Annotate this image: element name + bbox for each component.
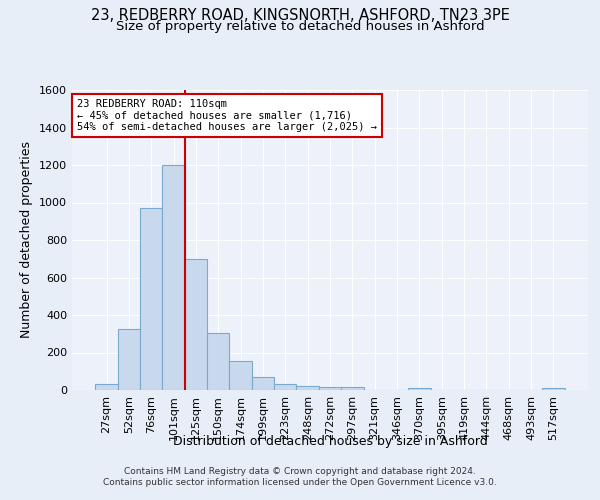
Bar bbox=[163, 165, 185, 390]
Text: Size of property relative to detached houses in Ashford: Size of property relative to detached ho… bbox=[116, 20, 484, 33]
Bar bbox=[408, 388, 431, 390]
Text: Distribution of detached houses by size in Ashford: Distribution of detached houses by size … bbox=[173, 435, 487, 448]
Bar bbox=[118, 329, 140, 390]
Bar bbox=[319, 387, 341, 390]
Bar bbox=[95, 384, 118, 390]
Bar bbox=[207, 333, 229, 390]
Text: Contains HM Land Registry data © Crown copyright and database right 2024.
Contai: Contains HM Land Registry data © Crown c… bbox=[103, 468, 497, 487]
Text: 23 REDBERRY ROAD: 110sqm
← 45% of detached houses are smaller (1,716)
54% of sem: 23 REDBERRY ROAD: 110sqm ← 45% of detach… bbox=[77, 99, 377, 132]
Bar bbox=[185, 259, 207, 390]
Bar bbox=[252, 377, 274, 390]
Y-axis label: Number of detached properties: Number of detached properties bbox=[20, 142, 34, 338]
Bar bbox=[542, 388, 565, 390]
Bar bbox=[274, 384, 296, 390]
Bar bbox=[296, 386, 319, 390]
Bar bbox=[140, 208, 163, 390]
Text: 23, REDBERRY ROAD, KINGSNORTH, ASHFORD, TN23 3PE: 23, REDBERRY ROAD, KINGSNORTH, ASHFORD, … bbox=[91, 8, 509, 22]
Bar bbox=[229, 361, 252, 390]
Bar bbox=[341, 387, 364, 390]
